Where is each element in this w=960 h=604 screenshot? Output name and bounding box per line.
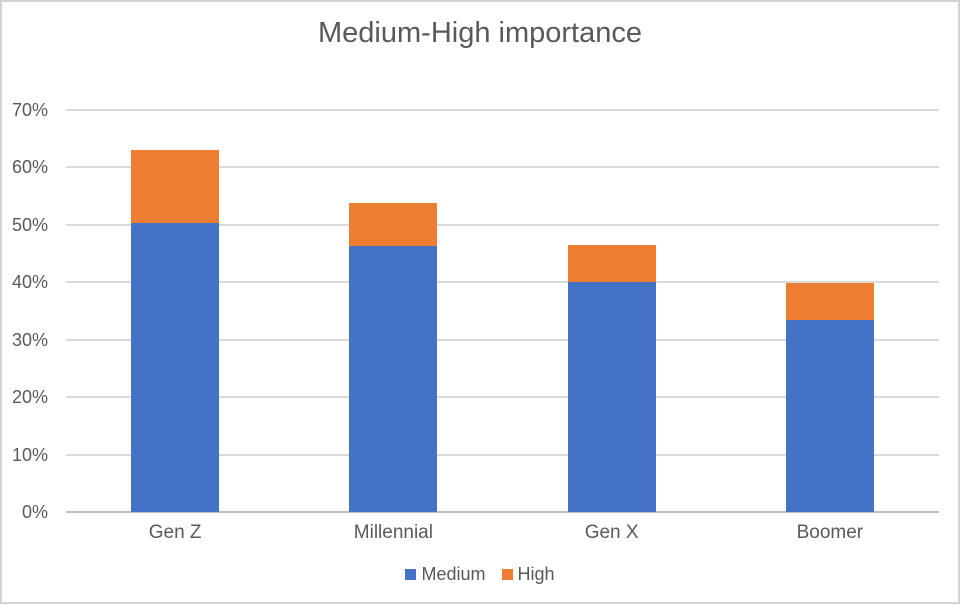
bar-segment-high-gen-x [567,244,656,282]
chart-title: Medium-High importance [318,17,642,49]
bar-segment-high-gen-z [131,149,220,224]
x-category-label-gen-z: Gen Z [148,522,202,543]
bar-segment-medium-boomer [785,319,874,512]
bar-segment-medium-millennial [349,246,438,512]
y-tick-label-40: 40% [11,272,48,293]
y-tick-label-60: 60% [11,157,48,178]
gridline-50 [66,223,939,226]
bar-slot-boomer [721,110,939,512]
legend-item-medium: Medium [405,564,486,585]
legend-swatch-medium [405,569,417,580]
bar-slot-gen-z [66,110,284,512]
bar-slot-gen-x [503,110,721,512]
bars-area [66,110,939,512]
x-axis-labels: Gen Z Millennial Gen X Boomer [66,522,939,544]
stacked-bar-gen-z [131,149,220,512]
bar-segment-medium-gen-x [567,281,656,512]
bar-segment-medium-gen-z [131,223,220,512]
y-tick-label-30: 30% [11,329,48,350]
y-tick-label-70: 70% [11,100,48,120]
gridline-40 [66,281,939,284]
x-category-label-millennial: Millennial [353,522,433,543]
gridline-30 [66,338,939,341]
bar-segment-high-boomer [785,282,874,320]
stacked-bar-gen-x [567,244,656,512]
gridline-10 [66,453,939,456]
gridline-20 [66,396,939,399]
stacked-bar-millennial [349,203,438,512]
legend-item-high: High [501,564,555,585]
x-category-label-gen-x: Gen X [584,522,639,543]
y-tick-label-10: 10% [11,444,48,465]
bar-segment-high-millennial [349,203,438,247]
gridline-70 [66,109,939,111]
y-tick-label-50: 50% [11,214,48,235]
gridline-60 [66,166,939,169]
stacked-bar-boomer [785,282,874,512]
legend-swatch-high [501,569,513,580]
legend-label-medium: Medium [421,564,486,584]
legend-label-high: High [517,564,555,584]
legend: Medium High [2,564,958,585]
bar-slot-millennial [284,110,502,512]
y-tick-label-0: 0% [21,502,48,522]
plot-area [66,109,939,513]
y-tick-label-20: 20% [11,387,48,408]
x-axis-line [66,511,939,513]
y-axis-labels: 0% 10% 20% 30% 40% 50% 60% 70% [2,100,48,522]
x-category-label-boomer: Boomer [796,522,864,543]
